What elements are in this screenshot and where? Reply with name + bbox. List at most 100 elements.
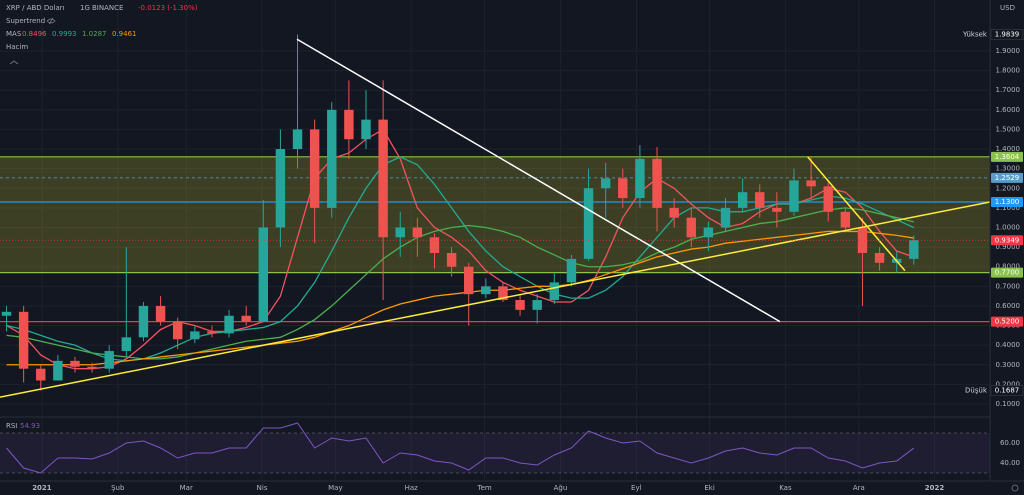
- candle-body: [874, 252, 885, 263]
- candle-body: [618, 178, 628, 199]
- level-label: 0.5200: [995, 318, 1020, 326]
- level-label: 1.1300: [995, 198, 1020, 206]
- last-price-label: 0.9349: [995, 236, 1020, 244]
- zone-high-box: [991, 151, 1023, 162]
- low-value: 0.1687: [995, 387, 1020, 395]
- trend-line: [0, 201, 991, 398]
- candle-body: [138, 305, 149, 338]
- candle-body: [481, 286, 491, 295]
- x-tick-label: Eki: [704, 484, 714, 492]
- x-tick-label: Haz: [405, 484, 419, 492]
- candle-body: [395, 227, 405, 238]
- candle-body: [755, 192, 765, 208]
- settings-icon[interactable]: [1011, 484, 1019, 492]
- level-box: [991, 196, 1023, 207]
- x-tick-label: Nis: [257, 484, 268, 492]
- candle-body: [515, 300, 525, 310]
- x-tick-label: Tem: [477, 484, 492, 492]
- candle-body: [172, 321, 183, 340]
- candle-body: [652, 158, 662, 208]
- candle-body: [224, 315, 234, 334]
- x-tick-label: Şub: [111, 484, 125, 492]
- plot: [0, 34, 991, 474]
- last-price-box: [991, 235, 1023, 246]
- candle-body: [104, 351, 114, 369]
- candle-body: [361, 119, 371, 140]
- candle-body: [378, 119, 388, 238]
- high-value: 1.9839: [995, 31, 1020, 39]
- currency[interactable]: USD: [1000, 4, 1015, 12]
- candle-body: [309, 129, 320, 208]
- zone-high-label: 1.3604: [995, 153, 1020, 161]
- candle-body: [327, 109, 337, 208]
- change: -0.0123 (-1.30%): [138, 4, 198, 12]
- candle-body: [446, 252, 457, 267]
- candle-body: [549, 282, 560, 301]
- candle-body: [464, 266, 474, 295]
- candle-body: [275, 149, 286, 228]
- y-tick-label: 1.3000: [996, 165, 1021, 173]
- x-tick-label: 2022: [925, 484, 945, 492]
- y-tick-label: 0.9000: [996, 243, 1021, 251]
- interval[interactable]: 1G: [80, 4, 90, 12]
- rsi-label[interactable]: RSI: [6, 422, 17, 430]
- x-tick-label: Mar: [180, 484, 193, 492]
- x-tick-label: Eyl: [631, 484, 642, 492]
- y-tick-label: 0.1000: [996, 400, 1021, 408]
- ma-value: 0.8496: [22, 30, 47, 38]
- trend-line: [807, 156, 906, 272]
- level-box: [991, 316, 1023, 327]
- volume-label[interactable]: Hacim: [6, 43, 28, 51]
- trend-line: [296, 38, 781, 323]
- x-tick-label: Ara: [853, 484, 865, 492]
- high-caption: Yüksek: [962, 31, 988, 39]
- rsi-band: [0, 433, 990, 473]
- zone-low-label: 0.7700: [995, 269, 1020, 277]
- rsi-tick-label: 40.00: [1000, 459, 1020, 467]
- candle-body: [789, 180, 799, 212]
- candle-body: [635, 158, 645, 199]
- axes: 0.10000.20000.30000.40000.50000.60000.70…: [32, 29, 1024, 492]
- supertrend-label[interactable]: Supertrend: [6, 17, 45, 25]
- candle-body: [70, 360, 80, 367]
- rsi-value: 54.93: [20, 422, 40, 430]
- ma-label[interactable]: MAS: [6, 30, 22, 38]
- symbol[interactable]: XRP / ABD Doları: [6, 4, 65, 12]
- y-tick-label: 1.4000: [996, 145, 1021, 153]
- x-tick-label: 2021: [32, 484, 52, 492]
- low-caption: Düşük: [965, 387, 988, 395]
- y-tick-label: 1.0000: [996, 223, 1021, 231]
- candle-body: [155, 305, 166, 322]
- candle-body: [292, 129, 303, 150]
- candle-body: [87, 366, 97, 369]
- candle-body: [190, 331, 200, 340]
- candle-body: [772, 207, 782, 212]
- y-tick-label: 0.7000: [996, 282, 1021, 290]
- candle-body: [1, 311, 12, 316]
- exchange: BINANCE: [92, 4, 123, 12]
- candle-body: [857, 227, 868, 253]
- collapse-icon[interactable]: [9, 60, 19, 65]
- candle-body: [669, 207, 679, 218]
- y-tick-label: 1.1000: [996, 204, 1021, 212]
- ma-value: 0.9461: [112, 30, 137, 38]
- high-box: [990, 29, 1024, 40]
- x-tick-label: Kas: [779, 484, 792, 492]
- candle-body: [909, 240, 919, 259]
- legend: XRP / ABD Doları 1G BINANCE -0.0123 (-1.…: [6, 4, 1019, 492]
- candle-body: [53, 360, 63, 381]
- x-tick-label: Ağu: [554, 484, 568, 492]
- candle-body: [207, 331, 217, 334]
- y-tick-label: 1.8000: [996, 67, 1021, 75]
- candle-body: [532, 300, 542, 310]
- ma-value: 1.0287: [82, 30, 107, 38]
- rsi-tick-label: 60.00: [1000, 439, 1020, 447]
- candle-body: [412, 227, 423, 238]
- candle-body: [258, 227, 269, 322]
- candle-body: [36, 368, 46, 381]
- hide-icon[interactable]: [46, 17, 56, 25]
- candle-body: [429, 237, 440, 253]
- candle-body: [806, 180, 816, 187]
- candle-body: [583, 188, 594, 259]
